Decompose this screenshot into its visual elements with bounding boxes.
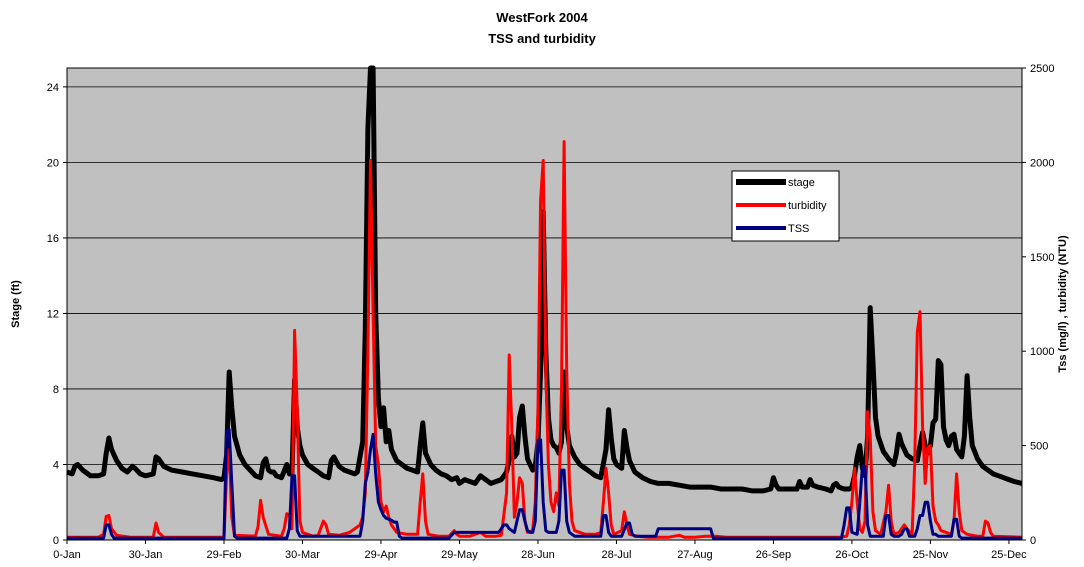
legend: stage turbidity TSS	[731, 170, 840, 242]
x-tick-label-1: 30-Jan	[129, 549, 163, 561]
x-tick-label-5: 29-May	[441, 549, 478, 561]
x-tick-label-7: 28-Jul	[601, 549, 631, 561]
x-tick-label-0: 0-Jan	[53, 549, 81, 561]
right-tick-label-3: 1500	[1030, 252, 1054, 264]
series-line-turbidity	[67, 140, 1023, 539]
left-axis: 0 4 8 12 16 20 24	[47, 82, 67, 547]
right-tick-label-1: 500	[1030, 441, 1048, 453]
legend-label-turbidity: turbidity	[788, 200, 827, 212]
right-axis-label: Tss (mg/l) , turbidity (NTU)	[1057, 235, 1069, 373]
x-tick-label-2: 29-Feb	[207, 549, 242, 561]
x-tick-label-3: 30-Mar	[285, 549, 320, 561]
series-line-stage	[66, 65, 1023, 494]
right-tick-label-2: 1000	[1030, 346, 1054, 358]
legend-label-tss: TSS	[788, 223, 809, 235]
x-tick-label-9: 26-Sep	[756, 549, 791, 561]
x-tick-label-12: 25-Dec	[991, 549, 1027, 561]
right-tick-label-0: 0	[1030, 535, 1036, 547]
left-tick-label-1: 4	[53, 459, 59, 471]
x-tick-label-6: 28-Jun	[521, 549, 555, 561]
chart-subtitle: TSS and turbidity	[488, 31, 596, 46]
left-tick-label-2: 8	[53, 384, 59, 396]
left-tick-label-4: 16	[47, 233, 59, 245]
x-tick-label-11: 25-Nov	[913, 549, 949, 561]
plot-border	[66, 67, 1023, 541]
left-tick-label-6: 24	[47, 82, 59, 94]
left-tick-label-5: 20	[47, 157, 59, 169]
left-axis-label: Stage (ft)	[10, 280, 22, 328]
right-axis: 0 500 1000 1500 2000 2500	[1022, 63, 1054, 547]
series-line-tss	[67, 428, 1022, 540]
left-tick-label-3: 12	[47, 308, 59, 320]
series-layer	[66, 65, 1023, 540]
x-axis: 0-Jan 30-Jan 29-Feb 30-Mar 29-Apr 29-May 28-Ju…	[53, 540, 1027, 561]
chart-title: WestFork 2004	[496, 10, 588, 25]
x-tick-label-4: 29-Apr	[364, 549, 397, 561]
left-tick-label-0: 0	[53, 535, 59, 547]
legend-label-stage: stage	[788, 177, 815, 189]
right-tick-label-5: 2500	[1030, 63, 1054, 75]
x-tick-label-8: 27-Aug	[677, 549, 712, 561]
x-tick-label-10: 26-Oct	[835, 549, 868, 561]
right-tick-label-4: 2000	[1030, 157, 1054, 169]
